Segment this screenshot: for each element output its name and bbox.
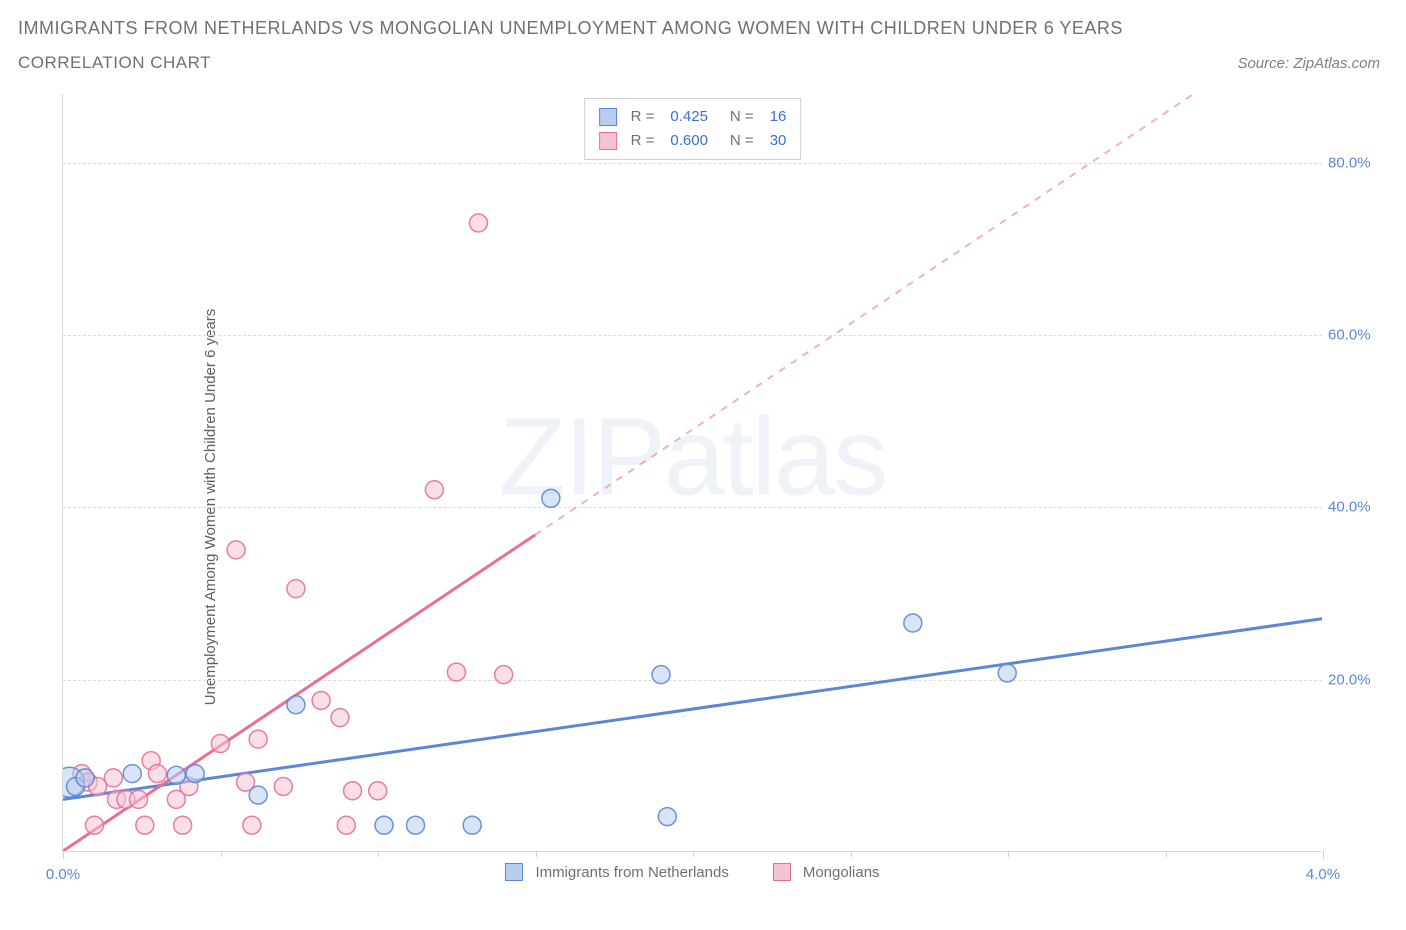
swatch-mongolians: [773, 863, 791, 881]
swatch-netherlands: [505, 863, 523, 881]
plot-svg: [63, 94, 1322, 851]
watermark-zip: ZIP: [499, 396, 664, 519]
x-tick: [1008, 851, 1009, 857]
r-val-netherlands: 0.425: [670, 105, 708, 129]
legend-row-netherlands: R = 0.425 N = 16: [599, 105, 787, 129]
chart-area: Unemployment Among Women with Children U…: [0, 84, 1406, 930]
y-tick-label: 60.0%: [1328, 327, 1384, 344]
legend-item-netherlands: Immigrants from Netherlands: [505, 863, 728, 881]
y-tick-label: 20.0%: [1328, 671, 1384, 688]
x-tick: [1166, 851, 1167, 857]
legend-correlation: R = 0.425 N = 16 R = 0.600 N = 30: [584, 98, 802, 160]
swatch-mongolians: [599, 132, 617, 150]
r-val-mongolians: 0.600: [670, 129, 708, 153]
n-val-mongolians: 30: [770, 129, 787, 153]
gridline: [63, 507, 1322, 508]
watermark: ZIPatlas: [499, 394, 886, 521]
x-tick: [378, 851, 379, 857]
x-tick: [536, 851, 537, 857]
series-label-netherlands: Immigrants from Netherlands: [535, 864, 728, 881]
r-label: R =: [631, 105, 655, 129]
chart-title: IMMIGRANTS FROM NETHERLANDS VS MONGOLIAN…: [18, 18, 1406, 39]
x-tick-label: 0.0%: [46, 866, 80, 883]
r-label: R =: [631, 129, 655, 153]
source-label: Source: ZipAtlas.com: [1237, 55, 1380, 72]
plot-region: ZIPatlas R = 0.425 N = 16 R = 0.600 N = …: [62, 94, 1322, 852]
x-tick: [851, 851, 852, 857]
n-label: N =: [730, 105, 754, 129]
legend-series: Immigrants from Netherlands Mongolians: [63, 863, 1322, 881]
chart-subtitle: CORRELATION CHART: [18, 53, 211, 73]
y-tick-label: 80.0%: [1328, 154, 1384, 171]
swatch-netherlands: [599, 108, 617, 126]
series-label-mongolians: Mongolians: [803, 864, 880, 881]
gridline: [63, 680, 1322, 681]
x-tick-label: 4.0%: [1306, 866, 1340, 883]
gridline: [63, 163, 1322, 164]
x-tick: [1323, 851, 1324, 859]
watermark-atlas: atlas: [664, 396, 886, 519]
n-val-netherlands: 16: [770, 105, 787, 129]
gridline: [63, 335, 1322, 336]
x-tick: [693, 851, 694, 857]
x-tick: [221, 851, 222, 857]
y-tick-label: 40.0%: [1328, 499, 1384, 516]
n-label: N =: [730, 129, 754, 153]
legend-item-mongolians: Mongolians: [773, 863, 880, 881]
x-tick: [63, 851, 64, 859]
legend-row-mongolians: R = 0.600 N = 30: [599, 129, 787, 153]
